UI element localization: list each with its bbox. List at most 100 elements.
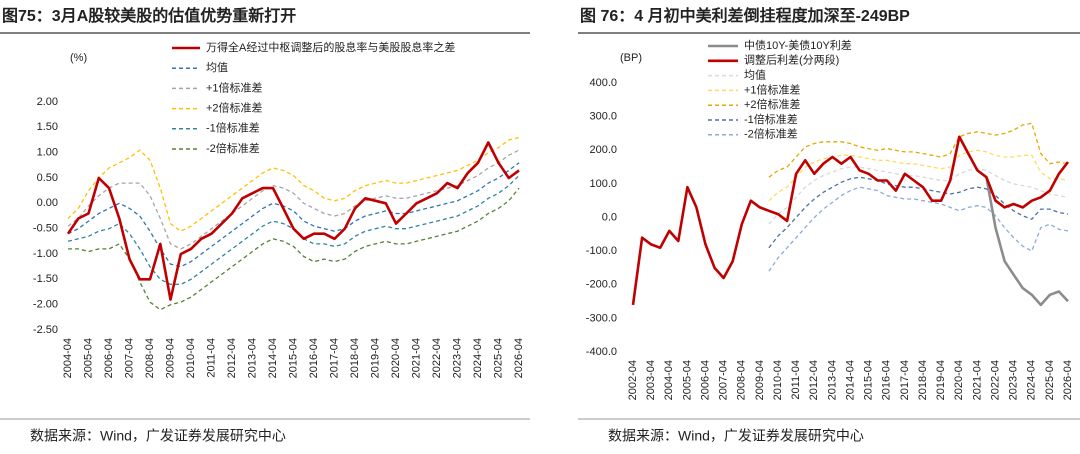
y-tick-label: -1.50	[33, 273, 58, 285]
y-tick-label: -300.0	[586, 312, 617, 324]
x-tick-label: 2021-04	[410, 338, 422, 378]
x-tick-label: 2019-04	[935, 360, 947, 400]
y-tick-label: -0.50	[33, 223, 58, 235]
series-line	[768, 176, 1069, 249]
series-line	[768, 149, 1069, 202]
x-tick-label: 2013-04	[826, 360, 838, 400]
x-tick-label: 2011-04	[790, 360, 802, 400]
y-tick-label: -2.00	[33, 299, 58, 311]
x-tick-label: 2021-04	[971, 360, 983, 400]
x-tick-label: 2009-04	[754, 360, 766, 400]
y-tick-label: 0.0	[602, 211, 617, 223]
series-line	[68, 187, 520, 311]
x-tick-label: 2013-04	[246, 338, 258, 378]
x-tick-label: 2011-04	[205, 338, 217, 378]
legend-label: -1倍标准差	[206, 121, 260, 135]
series-line	[67, 175, 520, 286]
x-tick-label: 2003-04	[645, 360, 657, 400]
legend-label: -2倍标准差	[206, 141, 260, 155]
x-tick-label: 2023-04	[1008, 360, 1020, 400]
x-tick-label: 2023-04	[451, 338, 463, 378]
y-tick-label: 1.00	[37, 147, 58, 159]
legend-label: 均值	[744, 69, 766, 82]
y-tick-label: -400.0	[586, 346, 617, 358]
series-line	[67, 162, 520, 268]
y-tick-label: -1.00	[33, 248, 58, 260]
series-line	[768, 186, 1069, 272]
x-tick-label: 2016-04	[308, 338, 320, 378]
x-tick-label: 2010-04	[772, 360, 784, 400]
x-tick-label: 2015-04	[287, 338, 299, 378]
legend-label: -1倍标准差	[744, 112, 798, 126]
x-tick-label: 2002-04	[627, 360, 639, 400]
x-tick-label: 2020-04	[953, 360, 965, 400]
x-tick-label: 2006-04	[699, 360, 711, 400]
y-tick-label: 300.0	[589, 111, 617, 123]
legend-label: 均值	[206, 61, 228, 74]
legend-label: 调整后利差(分两段)	[744, 53, 839, 67]
series-line	[985, 176, 1069, 307]
unit-label: (BP)	[620, 52, 642, 64]
legend-label: +2倍标准差	[206, 101, 263, 115]
x-tick-label: 2012-04	[808, 360, 820, 400]
y-tick-label: 0.00	[37, 197, 58, 209]
x-tick-label: 2014-04	[844, 360, 856, 400]
x-tick-label: 2022-04	[431, 338, 443, 378]
source-note: 数据来源：Wind，广发证券发展研究中心	[30, 428, 286, 444]
x-tick-label: 2026-04	[1062, 360, 1074, 400]
source-note: 数据来源：Wind，广发证券发展研究中心	[608, 428, 864, 444]
series-line	[67, 149, 520, 250]
y-tick-label: 200.0	[589, 144, 617, 156]
x-tick-label: 2018-04	[349, 338, 361, 378]
legend-label: +2倍标准差	[744, 97, 801, 111]
x-tick-label: 2008-04	[736, 360, 748, 400]
series-line	[768, 122, 1069, 178]
x-tick-label: 2024-04	[472, 338, 484, 378]
chart-title: 图 76：4 月初中美利差倒挂程度加深至-249BP	[580, 6, 910, 25]
x-tick-label: 2019-04	[369, 338, 381, 378]
x-tick-label: 2016-04	[881, 360, 893, 400]
x-tick-label: 2005-04	[681, 360, 693, 400]
x-tick-label: 2004-04	[62, 338, 74, 378]
y-tick-label: 400.0	[589, 77, 617, 89]
x-tick-label: 2012-04	[226, 338, 238, 378]
legend-label: -2倍标准差	[744, 127, 798, 141]
series-line	[66, 141, 520, 301]
x-tick-label: 2017-04	[899, 360, 911, 400]
x-tick-label: 2017-04	[328, 338, 340, 378]
x-tick-label: 2022-04	[989, 360, 1001, 400]
x-tick-label: 2025-04	[492, 338, 504, 378]
x-tick-label: 2020-04	[390, 338, 402, 378]
legend-label: +1倍标准差	[206, 80, 263, 94]
x-tick-label: 2007-04	[123, 338, 135, 378]
legend-label: +1倍标准差	[744, 82, 801, 96]
x-tick-label: 2025-04	[1044, 360, 1056, 400]
x-tick-label: 2014-04	[267, 338, 279, 378]
x-tick-label: 2015-04	[863, 360, 875, 400]
legend-label: 万得全A经过中枢调整后的股息率与美股股息率之差	[206, 40, 455, 54]
x-tick-label: 2009-04	[164, 338, 176, 378]
x-tick-label: 2008-04	[144, 338, 156, 378]
series-line	[67, 136, 520, 232]
legend-label: 中债10Y-美债10Y利差	[744, 38, 852, 52]
series-line	[768, 166, 1069, 225]
y-tick-label: 2.00	[37, 96, 58, 108]
x-tick-label: 2007-04	[718, 360, 730, 400]
unit-label: (%)	[70, 52, 87, 64]
chart-title: 图75：3月A股较美股的估值优势重新打开	[2, 6, 296, 25]
x-tick-label: 2026-04	[513, 338, 525, 378]
y-tick-label: 0.50	[37, 172, 58, 184]
x-tick-label: 2010-04	[185, 338, 197, 378]
x-tick-label: 2005-04	[82, 338, 94, 378]
y-tick-label: 100.0	[589, 178, 617, 190]
series-line	[631, 135, 1070, 306]
y-tick-label: -2.50	[33, 324, 58, 336]
x-tick-label: 2006-04	[103, 338, 115, 378]
x-tick-label: 2018-04	[917, 360, 929, 400]
x-tick-label: 2024-04	[1026, 360, 1038, 400]
y-tick-label: -200.0	[586, 279, 617, 291]
y-tick-label: 1.50	[37, 121, 58, 133]
x-tick-label: 2004-04	[663, 360, 675, 400]
y-tick-label: -100.0	[586, 245, 617, 257]
